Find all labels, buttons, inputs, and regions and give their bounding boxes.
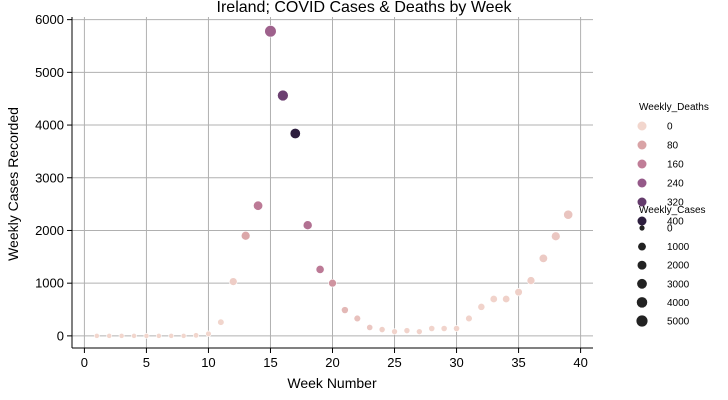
- legend-hue-label: 160: [667, 160, 684, 171]
- data-point: [526, 276, 536, 285]
- data-point: [391, 328, 398, 335]
- data-point: [465, 314, 473, 323]
- data-point: [289, 127, 301, 139]
- data-point: [489, 294, 498, 303]
- x-tick-label: 25: [387, 355, 401, 370]
- legend-size-label: 2000: [667, 261, 690, 272]
- x-tick-label: 30: [449, 355, 463, 370]
- y-tick-label: 2000: [35, 223, 64, 238]
- legend-size-label: 3000: [667, 279, 690, 290]
- legend-hue-swatch: [637, 216, 647, 226]
- legend-hue-swatch: [637, 197, 647, 207]
- x-tick-label: 15: [263, 355, 277, 370]
- data-point: [180, 332, 187, 339]
- legend-hue-title: Weekly_Deaths: [639, 102, 709, 113]
- data-point: [538, 253, 548, 263]
- data-point: [551, 231, 561, 241]
- data-point: [328, 278, 337, 288]
- legend-size-label: 4000: [667, 298, 690, 309]
- data-point: [477, 303, 486, 311]
- data-point: [416, 328, 423, 335]
- data-point: [217, 318, 225, 326]
- data-point: [93, 332, 100, 339]
- data-point: [378, 326, 386, 333]
- x-tick-label: 5: [143, 355, 150, 370]
- y-tick-label: 1000: [35, 276, 64, 291]
- data-point: [440, 325, 448, 332]
- data-points: [93, 25, 574, 339]
- legend: Weekly_Deaths 0 80 160 240 320 400 Weekly_Cas…: [636, 102, 709, 328]
- data-point: [143, 332, 150, 339]
- legend-size-label: 5000: [667, 317, 690, 328]
- legend-hue-label: 240: [667, 179, 684, 190]
- legend-size-swatch: [636, 297, 648, 308]
- legend-hue-label: 320: [667, 198, 684, 209]
- y-axis-ticks: 0 1000 2000 3000 4000 5000 6000: [35, 12, 72, 343]
- x-axis-ticks: 0 5 10 15 20 25 30 35 40: [81, 348, 588, 370]
- x-axis-label: Week Number: [287, 375, 377, 391]
- data-point: [264, 25, 277, 38]
- legend-size-entries: 0 1000 2000 3000 4000 5000: [636, 224, 690, 328]
- legend-hue-label: 80: [667, 141, 679, 152]
- legend-hue-label: 400: [667, 217, 684, 228]
- gridlines: [72, 17, 593, 348]
- data-point: [403, 327, 411, 334]
- legend-size-swatch: [636, 315, 648, 327]
- chart-title: Ireland; COVID Cases & Deaths by Week: [217, 0, 513, 16]
- data-point: [155, 332, 162, 339]
- legend-size-swatch: [637, 278, 647, 289]
- x-tick-label: 35: [511, 355, 525, 370]
- legend-hue-swatch: [637, 140, 647, 150]
- legend-size-swatch: [639, 225, 645, 231]
- data-point: [341, 306, 349, 314]
- x-tick-label: 20: [325, 355, 339, 370]
- legend-size-label: 0: [667, 224, 673, 235]
- data-point: [131, 332, 137, 339]
- y-axis-label: Weekly Cases Recorded: [5, 107, 21, 261]
- y-tick-label: 5000: [35, 65, 64, 80]
- legend-hue-swatch: [637, 159, 647, 169]
- data-point: [302, 220, 313, 231]
- legend-hue-label: 0: [667, 122, 673, 133]
- data-point: [366, 324, 374, 331]
- legend-hue-swatch: [637, 121, 647, 131]
- data-point: [428, 325, 436, 332]
- data-point: [229, 277, 238, 286]
- legend-size-swatch: [638, 242, 646, 251]
- x-tick-label: 10: [201, 355, 215, 370]
- y-tick-label: 4000: [35, 118, 64, 133]
- x-tick-label: 40: [573, 355, 587, 370]
- data-point: [118, 332, 125, 339]
- data-point: [205, 330, 212, 337]
- x-tick-label: 0: [81, 355, 88, 370]
- data-point: [168, 332, 175, 339]
- data-point: [453, 325, 460, 332]
- data-point: [315, 265, 325, 274]
- data-point: [240, 231, 251, 241]
- legend-size-label: 1000: [667, 242, 690, 253]
- data-point: [353, 314, 361, 323]
- data-point: [253, 200, 264, 211]
- data-point: [514, 288, 523, 297]
- data-point: [193, 332, 200, 339]
- legend-size-title: Weekly_Cases: [639, 205, 706, 216]
- data-point: [502, 294, 511, 303]
- data-point: [106, 332, 113, 339]
- legend-size-swatch: [637, 260, 647, 270]
- legend-hue-swatch: [637, 178, 647, 188]
- legend-hue-entries: 0 80 160 240 320 400: [637, 121, 684, 228]
- y-tick-label: 6000: [35, 12, 64, 27]
- data-point: [277, 89, 289, 102]
- data-point: [563, 209, 574, 220]
- y-tick-label: 3000: [35, 170, 64, 185]
- y-tick-label: 0: [57, 328, 64, 343]
